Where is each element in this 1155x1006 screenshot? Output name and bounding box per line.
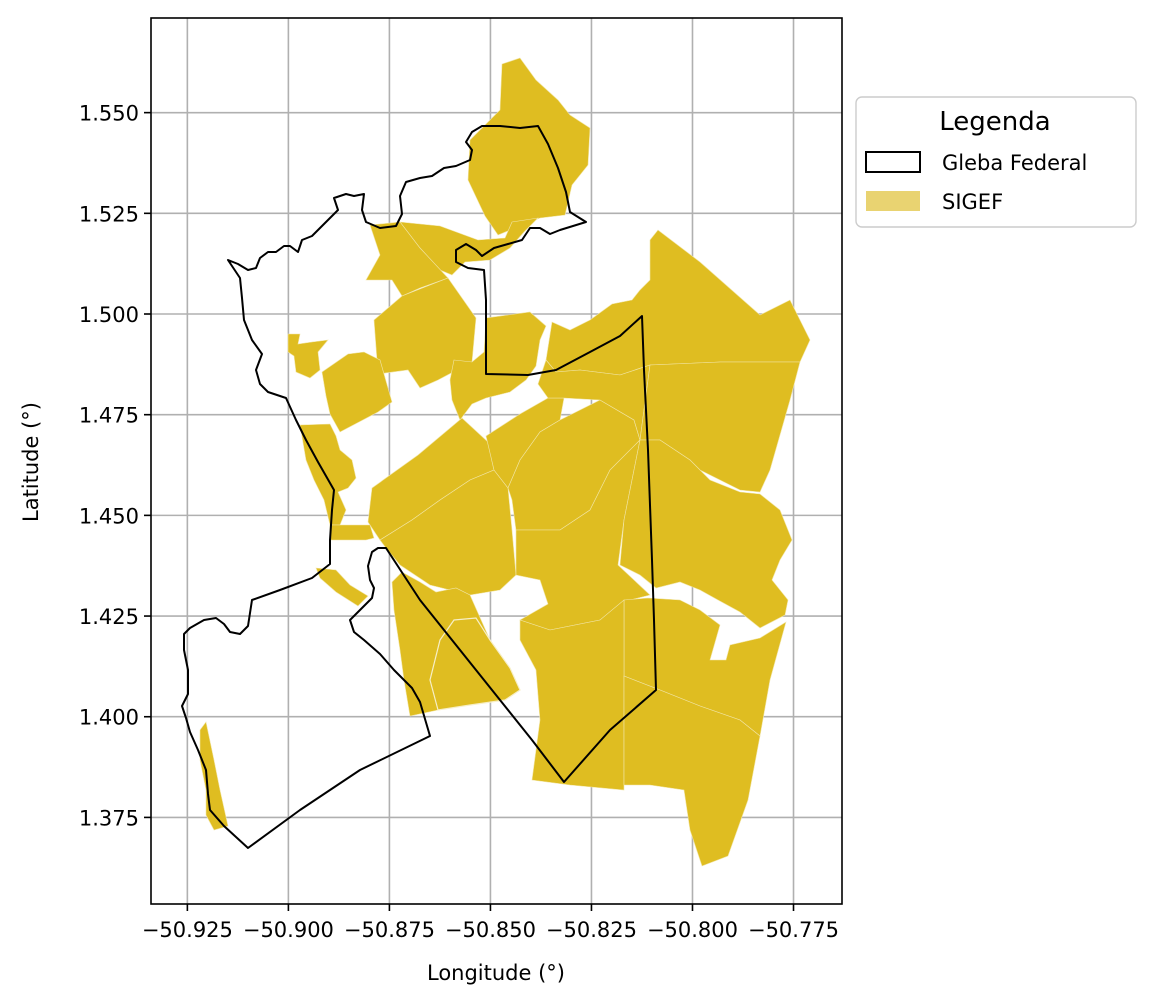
x-tick-label: −50.925 (142, 918, 233, 942)
y-tick-label: 1.525 (79, 202, 139, 226)
sigef-parcel (199, 721, 229, 831)
legend-swatch-sigef (866, 191, 920, 211)
legend-label-sigef: SIGEF (942, 190, 1003, 214)
sigef-parcel (537, 359, 651, 441)
sigef-parcel (379, 469, 517, 596)
x-tick-label: −50.875 (344, 918, 435, 942)
sigef-parcel (365, 221, 449, 297)
legend-title: Legenda (939, 107, 1050, 137)
gleba-polygon (181, 125, 657, 849)
x-axis-title: Longitude (°) (427, 961, 565, 985)
sigef-parcel (299, 423, 357, 526)
y-tick-label: 1.550 (79, 102, 139, 126)
x-tick-label: −50.825 (546, 918, 637, 942)
sigef-parcel (619, 439, 793, 629)
x-tick-label: −50.800 (647, 918, 738, 942)
y-axis-title: Latitude (°) (19, 402, 43, 522)
y-tick-label: 1.450 (79, 504, 139, 528)
sigef-parcel (519, 599, 625, 791)
sigef-parcel (623, 675, 761, 867)
y-tick-label: 1.400 (79, 706, 139, 730)
sigef-parcels (199, 57, 811, 867)
sigef-parcel (373, 277, 477, 389)
x-tick-label: −50.775 (748, 918, 839, 942)
x-tick-label: −50.900 (243, 918, 334, 942)
legend-box (855, 96, 1137, 228)
sigef-parcel (329, 524, 375, 541)
legend-label-gleba: Gleba Federal (942, 151, 1087, 175)
y-tick-label: 1.375 (79, 806, 139, 830)
legend: Legenda Gleba Federal SIGEF (855, 96, 1137, 228)
sigef-parcel (315, 567, 369, 607)
sigef-parcel (321, 351, 393, 433)
axis-ticks: −50.925 −50.900 −50.875 −50.850 −50.825 −50.8… (79, 102, 839, 942)
y-tick-label: 1.500 (79, 303, 139, 327)
legend-swatch-gleba (865, 151, 921, 173)
y-tick-label: 1.425 (79, 605, 139, 629)
sigef-parcel (515, 439, 651, 631)
x-tick-label: −50.850 (445, 918, 536, 942)
y-tick-label: 1.475 (79, 404, 139, 428)
sigef-parcel (287, 333, 329, 379)
gleba-federal-outline (181, 125, 657, 849)
axes-frame (150, 17, 843, 905)
sigef-parcel (467, 57, 591, 236)
